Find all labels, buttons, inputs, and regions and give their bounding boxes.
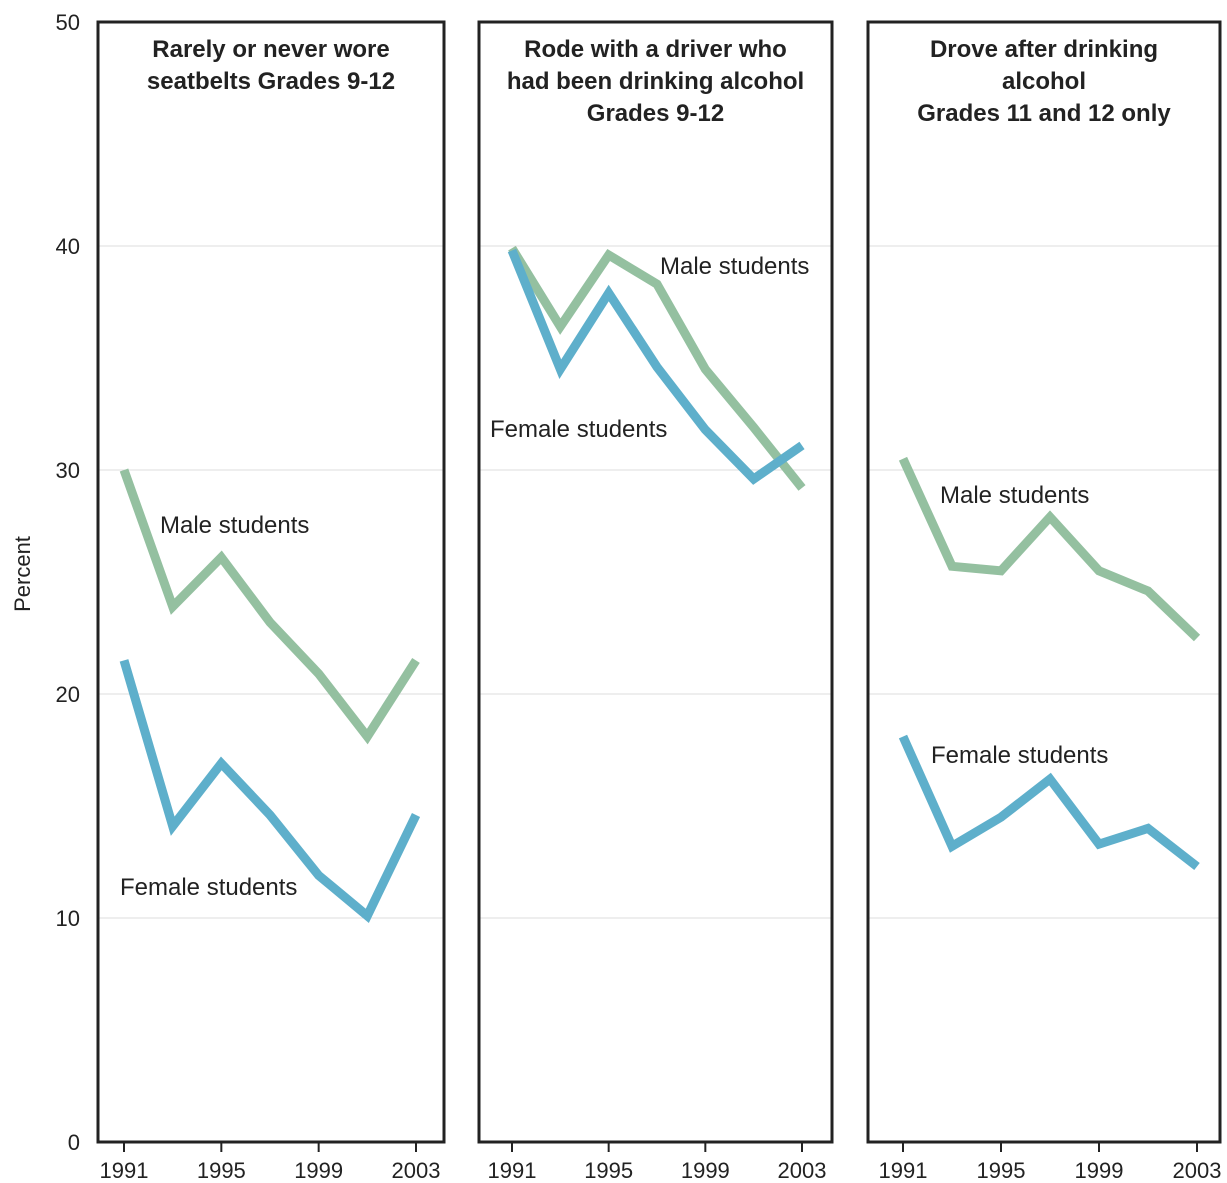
panel-1: Rarely or never wore seatbelts Grades 9-1…: [96, 20, 446, 1183]
panel-title-line: Rarely or never wore: [152, 36, 389, 63]
y-tick-label: 10: [56, 906, 80, 931]
panel-title-line: Rode with a driver who: [524, 36, 787, 63]
panel-title-line: had been drinking alcohol: [507, 68, 804, 95]
y-tick-label: 0: [68, 1130, 80, 1155]
series-line-male: [119, 468, 420, 745]
x-tick-label: 1991: [879, 1158, 928, 1183]
y-axis-label: Percent: [10, 536, 35, 612]
panel-title-line: alcohol: [1002, 68, 1086, 95]
panel-frame: [96, 20, 446, 1144]
panel-title-line: Grades 11 and 12 only: [917, 100, 1171, 127]
x-tick-label: 1999: [1075, 1158, 1124, 1183]
series-label-male: Male students: [940, 482, 1089, 509]
x-tick-label: 1991: [100, 1158, 149, 1183]
series-line-female: [898, 734, 1200, 871]
x-tick-label: 2003: [1173, 1158, 1222, 1183]
series-line-male: [898, 456, 1201, 642]
grid-layer: [98, 245, 1220, 919]
panel-title-line: Grades 9-12: [587, 100, 724, 127]
series-line-female: [119, 659, 421, 923]
x-tick-label: 1991: [488, 1158, 537, 1183]
panel-2: Rode with a driver who had been drinking …: [477, 20, 834, 1183]
series-label-male: Male students: [160, 512, 309, 539]
series-label-female: Female students: [931, 742, 1108, 769]
x-tick-label: 1999: [294, 1158, 343, 1183]
y-tick-label: 40: [56, 234, 80, 259]
x-tick-label: 1995: [584, 1158, 633, 1183]
panel-frame: [477, 20, 834, 1144]
x-tick-label: 2003: [778, 1158, 827, 1183]
panel-title-line: seatbelts Grades 9-12: [147, 68, 395, 95]
y-tick-label: 50: [56, 10, 80, 35]
series-label-male: Male students: [660, 253, 809, 280]
x-tick-label: 2003: [392, 1158, 441, 1183]
series-line-female: [507, 248, 805, 485]
series-label-female: Female students: [490, 416, 667, 443]
panel-frame: [866, 20, 1222, 1144]
panel-3: Drove after drinking alcohol Grades 11 and…: [866, 20, 1222, 1183]
series-label-female: Female students: [120, 874, 297, 901]
panel-title-line: Drove after drinking: [930, 36, 1158, 63]
panel-layer: Rarely or never wore seatbelts Grades 9-1…: [96, 20, 1222, 1183]
axis-layer: 0 10 20 30 40 50: [56, 10, 80, 1155]
x-tick-label: 1995: [197, 1158, 246, 1183]
series-line-male: [508, 245, 806, 491]
x-tick-label: 1995: [977, 1158, 1026, 1183]
x-tick-label: 1999: [681, 1158, 730, 1183]
y-tick-label: 30: [56, 458, 80, 483]
y-tick-label: 20: [56, 682, 80, 707]
